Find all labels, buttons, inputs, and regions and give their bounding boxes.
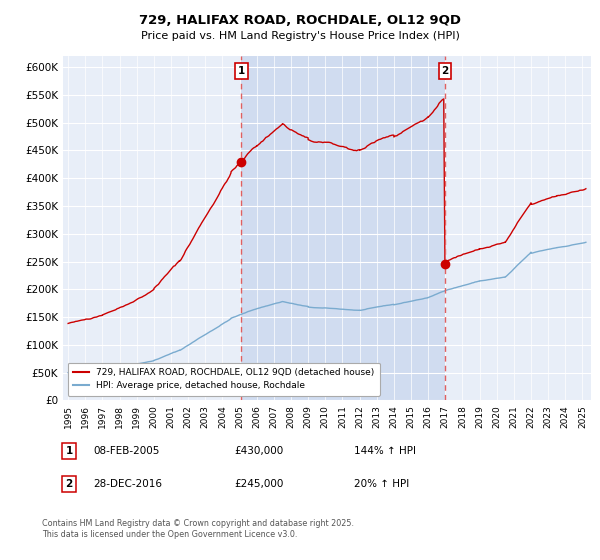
Text: Price paid vs. HM Land Registry's House Price Index (HPI): Price paid vs. HM Land Registry's House …	[140, 31, 460, 41]
Legend: 729, HALIFAX ROAD, ROCHDALE, OL12 9QD (detached house), HPI: Average price, deta: 729, HALIFAX ROAD, ROCHDALE, OL12 9QD (d…	[68, 362, 380, 396]
Text: 20% ↑ HPI: 20% ↑ HPI	[354, 479, 409, 489]
Text: 1: 1	[238, 66, 245, 76]
Text: Contains HM Land Registry data © Crown copyright and database right 2025.
This d: Contains HM Land Registry data © Crown c…	[42, 520, 354, 539]
Text: 1: 1	[65, 446, 73, 456]
Text: 2: 2	[65, 479, 73, 489]
Text: 28-DEC-2016: 28-DEC-2016	[93, 479, 162, 489]
Text: 144% ↑ HPI: 144% ↑ HPI	[354, 446, 416, 456]
Text: 729, HALIFAX ROAD, ROCHDALE, OL12 9QD: 729, HALIFAX ROAD, ROCHDALE, OL12 9QD	[139, 14, 461, 27]
Text: £430,000: £430,000	[234, 446, 283, 456]
Bar	[241, 56, 445, 400]
Text: 08-FEB-2005: 08-FEB-2005	[93, 446, 160, 456]
Text: £245,000: £245,000	[234, 479, 283, 489]
Text: 2: 2	[442, 66, 449, 76]
